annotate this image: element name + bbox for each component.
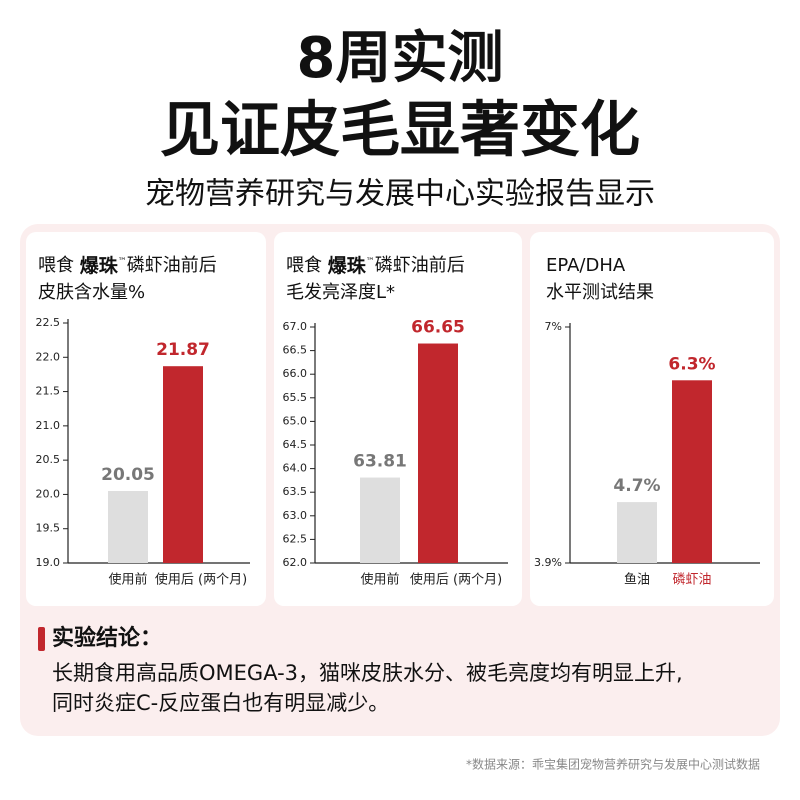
x-tick-label: 磷虾油 bbox=[672, 573, 711, 588]
y-tick-label: 64.0 bbox=[283, 462, 308, 475]
card bbox=[530, 232, 774, 606]
bar bbox=[163, 366, 203, 563]
title-part: 喂食 bbox=[286, 255, 328, 276]
title-part: 毛发亮泽度L* bbox=[286, 282, 395, 303]
conclusion-heading: 实验结论： bbox=[52, 625, 162, 651]
card bbox=[274, 232, 522, 606]
chart-title: 喂食 爆珠™磷虾油前后 bbox=[286, 254, 465, 277]
y-tick-label: 62.5 bbox=[283, 532, 308, 545]
title-part: ™ bbox=[366, 257, 375, 267]
title-part: 磷虾油前后 bbox=[127, 255, 217, 276]
y-tick-label: 66.5 bbox=[283, 344, 308, 357]
x-tick-label: 使用前 bbox=[108, 572, 147, 588]
value-label: 20.05 bbox=[101, 465, 155, 485]
title-part: 水平测试结果 bbox=[546, 282, 654, 303]
value-label: 4.7% bbox=[613, 476, 660, 496]
bar bbox=[108, 491, 148, 563]
x-tick-label: 使用后 (两个月) bbox=[155, 572, 247, 588]
bar bbox=[418, 343, 458, 563]
conclusion-text: 长期食用高品质OMEGA-3，猫咪皮肤水分、被毛亮度均有明显上升, bbox=[52, 661, 683, 685]
y-tick-label: 67.0 bbox=[283, 320, 308, 333]
chart-title: EPA/DHA bbox=[546, 255, 626, 276]
headline: 8周实测 bbox=[297, 26, 504, 91]
y-tick-label: 65.5 bbox=[283, 391, 308, 404]
card bbox=[26, 232, 266, 606]
x-tick-label: 鱼油 bbox=[624, 572, 650, 588]
chart-title: 喂食 爆珠™磷虾油前后 bbox=[38, 254, 217, 277]
y-tick-label: 3.9% bbox=[534, 556, 562, 569]
y-tick-label: 63.5 bbox=[283, 485, 308, 498]
title-part: ™ bbox=[118, 257, 127, 267]
y-tick-label: 22.0 bbox=[36, 350, 61, 363]
y-tick-label: 21.5 bbox=[36, 385, 61, 398]
y-tick-label: 22.5 bbox=[36, 316, 61, 329]
subtitle: 宠物营养研究与发展中心实验报告显示 bbox=[145, 177, 655, 212]
y-tick-label: 20.0 bbox=[36, 487, 61, 500]
title-part: 爆珠 bbox=[328, 254, 367, 277]
y-tick-label: 66.0 bbox=[283, 367, 308, 380]
bar bbox=[617, 502, 657, 563]
y-tick-label: 19.0 bbox=[36, 556, 61, 569]
value-label: 21.87 bbox=[156, 340, 210, 360]
y-tick-label: 65.0 bbox=[283, 414, 308, 427]
y-tick-label: 7% bbox=[545, 320, 562, 333]
footnote: *数据来源：乖宝集团宠物营养研究与发展中心测试数据 bbox=[466, 757, 760, 772]
value-label: 63.81 bbox=[353, 452, 407, 472]
value-label: 66.65 bbox=[411, 318, 465, 338]
x-tick-label: 使用后 (两个月) bbox=[410, 572, 502, 588]
y-tick-label: 21.0 bbox=[36, 419, 61, 432]
bar bbox=[672, 380, 712, 563]
bar bbox=[360, 477, 400, 563]
headline: 见证皮毛显著变化 bbox=[160, 96, 640, 166]
title-part: 磷虾油前后 bbox=[375, 255, 465, 276]
chart-title: 毛发亮泽度L* bbox=[286, 282, 395, 303]
title-part: EPA/DHA bbox=[546, 255, 626, 276]
value-label: 6.3% bbox=[668, 354, 715, 374]
title-part: 喂食 bbox=[38, 255, 80, 276]
conclusion-text: 同时炎症C-反应蛋白也有明显减少。 bbox=[52, 691, 389, 715]
y-tick-label: 19.5 bbox=[36, 522, 61, 535]
x-tick-label: 使用前 bbox=[360, 572, 399, 588]
title-part: 皮肤含水量% bbox=[38, 282, 145, 303]
chart-title: 水平测试结果 bbox=[546, 282, 654, 303]
y-tick-label: 64.5 bbox=[283, 438, 308, 451]
chart-title: 皮肤含水量% bbox=[38, 282, 145, 303]
y-tick-label: 63.0 bbox=[283, 509, 308, 522]
title-part: 爆珠 bbox=[80, 254, 119, 277]
y-tick-label: 62.0 bbox=[283, 556, 308, 569]
y-tick-label: 20.5 bbox=[36, 453, 61, 466]
marker bbox=[38, 627, 45, 651]
